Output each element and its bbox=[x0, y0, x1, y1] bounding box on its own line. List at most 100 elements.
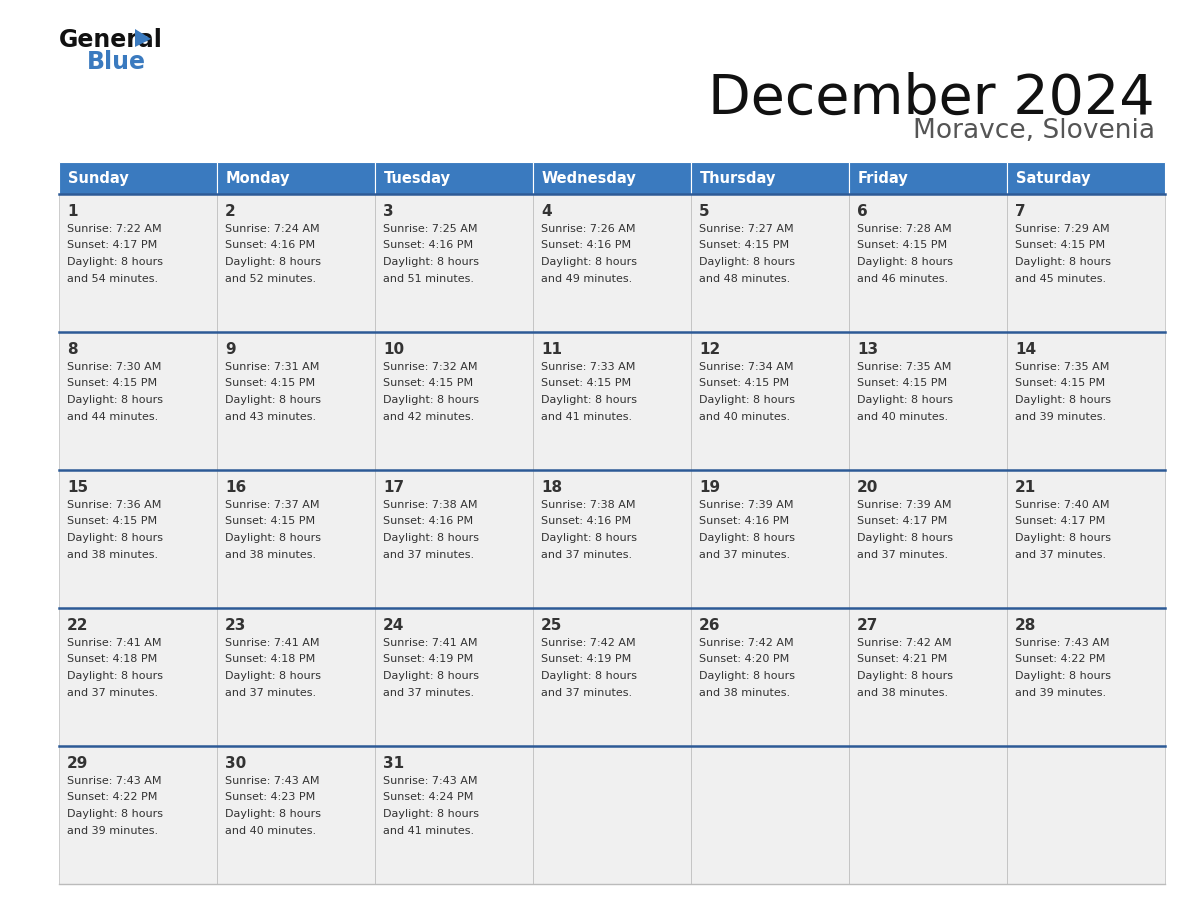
Text: and 46 minutes.: and 46 minutes. bbox=[857, 274, 948, 284]
Text: 2: 2 bbox=[225, 204, 235, 219]
Text: Daylight: 8 hours: Daylight: 8 hours bbox=[857, 257, 953, 267]
Text: Sunrise: 7:39 AM: Sunrise: 7:39 AM bbox=[857, 500, 952, 510]
Bar bbox=[1007, 746, 1165, 884]
Text: Sunrise: 7:29 AM: Sunrise: 7:29 AM bbox=[1015, 224, 1110, 234]
Text: Daylight: 8 hours: Daylight: 8 hours bbox=[67, 257, 163, 267]
Text: Sunrise: 7:35 AM: Sunrise: 7:35 AM bbox=[857, 362, 952, 372]
Bar bbox=[1007, 332, 1165, 470]
Text: Friday: Friday bbox=[858, 171, 909, 185]
Text: Daylight: 8 hours: Daylight: 8 hours bbox=[541, 671, 637, 681]
Text: and 38 minutes.: and 38 minutes. bbox=[857, 688, 948, 698]
Text: Sunset: 4:15 PM: Sunset: 4:15 PM bbox=[857, 241, 947, 251]
Text: Sunset: 4:17 PM: Sunset: 4:17 PM bbox=[67, 241, 157, 251]
Text: 26: 26 bbox=[699, 618, 720, 633]
Text: Sunrise: 7:41 AM: Sunrise: 7:41 AM bbox=[67, 638, 162, 648]
Bar bbox=[691, 332, 849, 470]
Text: and 40 minutes.: and 40 minutes. bbox=[699, 411, 790, 421]
Text: Sunrise: 7:43 AM: Sunrise: 7:43 AM bbox=[383, 776, 478, 786]
Bar bbox=[217, 332, 375, 470]
Text: and 37 minutes.: and 37 minutes. bbox=[857, 550, 948, 559]
Text: and 41 minutes.: and 41 minutes. bbox=[541, 411, 632, 421]
Bar bbox=[375, 332, 533, 470]
Text: Daylight: 8 hours: Daylight: 8 hours bbox=[383, 671, 479, 681]
Text: Sunrise: 7:43 AM: Sunrise: 7:43 AM bbox=[1015, 638, 1110, 648]
Text: Daylight: 8 hours: Daylight: 8 hours bbox=[857, 671, 953, 681]
Bar bbox=[849, 746, 1007, 884]
Text: 31: 31 bbox=[383, 756, 404, 771]
Text: Sunset: 4:23 PM: Sunset: 4:23 PM bbox=[225, 792, 315, 802]
Text: 9: 9 bbox=[225, 342, 235, 357]
Text: and 52 minutes.: and 52 minutes. bbox=[225, 274, 316, 284]
Text: Sunset: 4:15 PM: Sunset: 4:15 PM bbox=[67, 378, 157, 388]
Text: 30: 30 bbox=[225, 756, 246, 771]
Bar bbox=[849, 470, 1007, 608]
Text: 4: 4 bbox=[541, 204, 551, 219]
Bar bbox=[1007, 162, 1165, 194]
Text: 27: 27 bbox=[857, 618, 878, 633]
Text: Sunset: 4:19 PM: Sunset: 4:19 PM bbox=[541, 655, 631, 665]
Text: Sunset: 4:18 PM: Sunset: 4:18 PM bbox=[67, 655, 157, 665]
Text: Thursday: Thursday bbox=[700, 171, 777, 185]
Text: Daylight: 8 hours: Daylight: 8 hours bbox=[1015, 533, 1111, 543]
Text: Sunrise: 7:31 AM: Sunrise: 7:31 AM bbox=[225, 362, 320, 372]
Text: Daylight: 8 hours: Daylight: 8 hours bbox=[225, 809, 321, 819]
Text: Sunset: 4:17 PM: Sunset: 4:17 PM bbox=[1015, 517, 1105, 527]
Text: Daylight: 8 hours: Daylight: 8 hours bbox=[1015, 257, 1111, 267]
Text: Sunset: 4:18 PM: Sunset: 4:18 PM bbox=[225, 655, 315, 665]
Text: Sunrise: 7:43 AM: Sunrise: 7:43 AM bbox=[225, 776, 320, 786]
Text: 20: 20 bbox=[857, 480, 878, 495]
Text: 22: 22 bbox=[67, 618, 88, 633]
Text: Blue: Blue bbox=[87, 50, 146, 74]
Bar bbox=[375, 608, 533, 746]
Bar bbox=[59, 608, 217, 746]
Bar bbox=[1007, 470, 1165, 608]
Text: and 45 minutes.: and 45 minutes. bbox=[1015, 274, 1106, 284]
Text: Sunset: 4:15 PM: Sunset: 4:15 PM bbox=[699, 378, 789, 388]
Text: 23: 23 bbox=[225, 618, 246, 633]
Text: 18: 18 bbox=[541, 480, 562, 495]
Text: Sunrise: 7:43 AM: Sunrise: 7:43 AM bbox=[67, 776, 162, 786]
Text: Sunset: 4:22 PM: Sunset: 4:22 PM bbox=[67, 792, 157, 802]
Text: December 2024: December 2024 bbox=[708, 72, 1155, 126]
Text: and 38 minutes.: and 38 minutes. bbox=[67, 550, 158, 559]
Text: and 37 minutes.: and 37 minutes. bbox=[541, 550, 632, 559]
Text: Sunrise: 7:37 AM: Sunrise: 7:37 AM bbox=[225, 500, 320, 510]
Text: 24: 24 bbox=[383, 618, 404, 633]
Text: 15: 15 bbox=[67, 480, 88, 495]
Bar bbox=[533, 608, 691, 746]
Text: 13: 13 bbox=[857, 342, 878, 357]
Text: 17: 17 bbox=[383, 480, 404, 495]
Text: and 38 minutes.: and 38 minutes. bbox=[225, 550, 316, 559]
Text: Daylight: 8 hours: Daylight: 8 hours bbox=[67, 671, 163, 681]
Text: Daylight: 8 hours: Daylight: 8 hours bbox=[225, 533, 321, 543]
Text: Daylight: 8 hours: Daylight: 8 hours bbox=[699, 395, 795, 405]
Text: 3: 3 bbox=[383, 204, 393, 219]
Text: Sunrise: 7:33 AM: Sunrise: 7:33 AM bbox=[541, 362, 636, 372]
Text: Sunset: 4:15 PM: Sunset: 4:15 PM bbox=[1015, 378, 1105, 388]
Text: 7: 7 bbox=[1015, 204, 1025, 219]
Bar bbox=[59, 194, 217, 332]
Bar bbox=[59, 746, 217, 884]
Text: Daylight: 8 hours: Daylight: 8 hours bbox=[225, 395, 321, 405]
Text: and 48 minutes.: and 48 minutes. bbox=[699, 274, 790, 284]
Text: Sunset: 4:16 PM: Sunset: 4:16 PM bbox=[383, 517, 473, 527]
Text: Daylight: 8 hours: Daylight: 8 hours bbox=[67, 533, 163, 543]
Text: Daylight: 8 hours: Daylight: 8 hours bbox=[383, 395, 479, 405]
Bar bbox=[217, 470, 375, 608]
Text: 11: 11 bbox=[541, 342, 562, 357]
Text: and 41 minutes.: and 41 minutes. bbox=[383, 825, 474, 835]
Bar bbox=[375, 162, 533, 194]
Bar bbox=[691, 162, 849, 194]
Text: Sunday: Sunday bbox=[68, 171, 128, 185]
Text: and 42 minutes.: and 42 minutes. bbox=[383, 411, 474, 421]
Text: Daylight: 8 hours: Daylight: 8 hours bbox=[67, 395, 163, 405]
Bar bbox=[849, 608, 1007, 746]
Bar bbox=[59, 470, 217, 608]
Text: Sunset: 4:20 PM: Sunset: 4:20 PM bbox=[699, 655, 789, 665]
Bar bbox=[533, 470, 691, 608]
Text: Sunrise: 7:32 AM: Sunrise: 7:32 AM bbox=[383, 362, 478, 372]
Text: and 37 minutes.: and 37 minutes. bbox=[225, 688, 316, 698]
Text: Daylight: 8 hours: Daylight: 8 hours bbox=[383, 809, 479, 819]
Text: and 51 minutes.: and 51 minutes. bbox=[383, 274, 474, 284]
Text: 29: 29 bbox=[67, 756, 88, 771]
